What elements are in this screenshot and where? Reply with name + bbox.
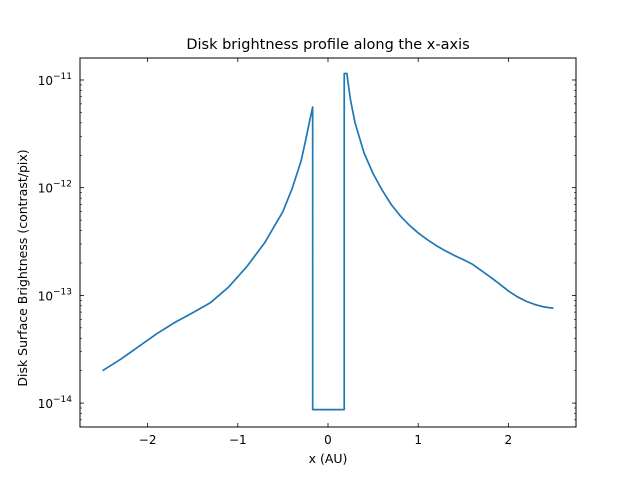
x-axis-label: x (AU)	[309, 451, 348, 466]
x-tick-label: 1	[414, 433, 422, 447]
brightness-profile-line	[102, 72, 554, 411]
y-tick-label: 10−13	[38, 287, 72, 303]
y-tick-label: 10−11	[38, 72, 72, 88]
x-tick-label: −2	[139, 433, 157, 447]
y-tick-label: 10−12	[38, 180, 72, 196]
y-tick-label: 10−14	[38, 395, 73, 411]
axis-ticks: −2 −1 0 1 2 10−14 10−13 10−12 10−11	[38, 58, 576, 447]
plot-area	[102, 72, 554, 411]
y-axis-label: Disk Surface Brightness (contrast/pix)	[15, 149, 30, 386]
x-tick-label: 2	[505, 433, 513, 447]
chart-title: Disk brightness profile along the x-axis	[186, 37, 469, 53]
x-tick-label: 0	[324, 433, 332, 447]
plot-frame	[79, 57, 577, 428]
x-tick-label: −1	[229, 433, 247, 447]
